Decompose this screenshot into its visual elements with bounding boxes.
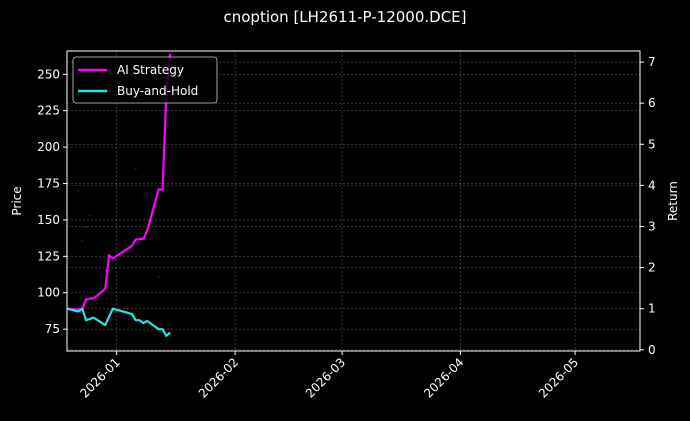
legend-label: Buy-and-Hold xyxy=(117,84,198,98)
y-tick-label-right: 7 xyxy=(648,55,656,69)
chart-title: cnoption [LH2611-P-12000.DCE] xyxy=(223,8,467,26)
y-tick-label-left: 125 xyxy=(37,249,60,263)
legend-label: AI Strategy xyxy=(117,63,184,77)
y-tick-label-right: 4 xyxy=(648,178,656,192)
y-axis-left: 75 100 125 150 175 200 225 250 xyxy=(37,67,67,336)
y-tick-label-right: 0 xyxy=(648,343,656,357)
y-tick-label-right: 3 xyxy=(648,219,656,233)
price-markers xyxy=(77,160,168,278)
y-tick-label-right: 2 xyxy=(648,261,656,275)
x-tick-label: 2026-02 xyxy=(196,355,241,400)
series-lines xyxy=(66,53,172,337)
y-tick-label-left: 100 xyxy=(37,286,60,300)
plot-frame xyxy=(66,50,641,352)
series-line xyxy=(66,307,171,337)
y-tick-label-left: 250 xyxy=(37,67,60,81)
legend: AI Strategy Buy-and-Hold xyxy=(72,56,218,104)
x-axis: 2026-01 2026-02 2026-03 2026-04 2026-05 xyxy=(77,351,581,401)
y-tick-label-left: 75 xyxy=(45,322,60,336)
y-tick-label-right: 1 xyxy=(648,302,656,316)
y-axis-label-right: Return xyxy=(666,181,680,221)
y-axis-label-left: Price xyxy=(10,186,24,215)
y-axis-right: 0 1 2 3 4 5 6 7 xyxy=(640,55,656,357)
x-tick-label: 2026-03 xyxy=(303,355,348,400)
y-tick-label-right: 6 xyxy=(648,96,656,110)
grid-lines xyxy=(67,51,640,351)
y-tick-label-left: 175 xyxy=(37,177,60,191)
y-tick-label-left: 225 xyxy=(37,104,60,118)
x-tick-label: 2026-05 xyxy=(536,355,581,400)
y-tick-label-left: 150 xyxy=(37,213,60,227)
x-tick-label: 2026-04 xyxy=(421,355,466,400)
x-tick-label: 2026-01 xyxy=(77,355,122,400)
y-tick-label-right: 5 xyxy=(648,137,656,151)
y-tick-label-left: 200 xyxy=(37,140,60,154)
